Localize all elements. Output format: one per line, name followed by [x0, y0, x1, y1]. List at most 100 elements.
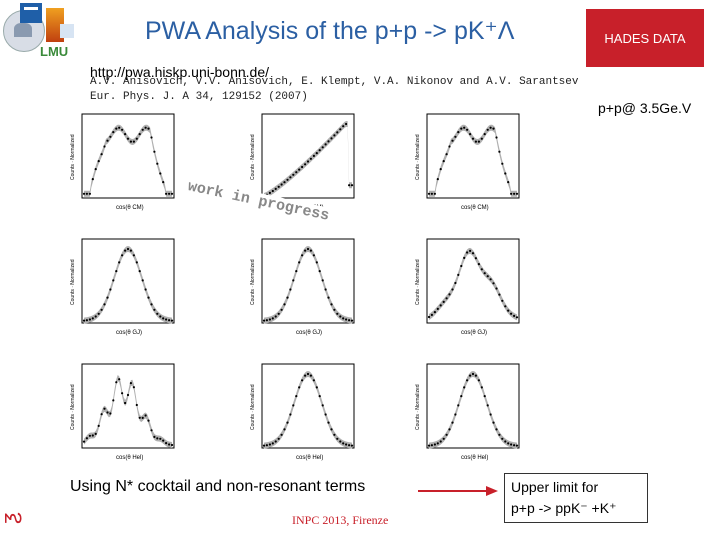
data-point [483, 395, 486, 398]
data-point [515, 444, 519, 447]
data-point [477, 379, 480, 382]
data-point [348, 444, 351, 447]
data-point [135, 137, 138, 140]
data-point [318, 149, 321, 152]
data-point [153, 150, 156, 153]
data-point [295, 270, 298, 273]
data-point [333, 308, 336, 311]
data-point [448, 428, 451, 431]
data-point [277, 312, 280, 315]
data-point [501, 437, 504, 440]
y-axis-label: Counts · Normalized [70, 259, 76, 305]
data-point [321, 279, 324, 282]
x-axis-label: cos(θ Hel) [296, 455, 323, 461]
data-point [480, 386, 483, 389]
data-point [262, 444, 266, 447]
plot-frame [426, 238, 520, 324]
data-point [330, 137, 333, 140]
data-point [170, 192, 174, 195]
data-point [489, 278, 492, 281]
data-point [165, 192, 168, 195]
distribution-panel: Counts · Normalized cos(θ Hel) [405, 360, 523, 470]
data-point [286, 421, 289, 424]
data-point [342, 442, 345, 445]
x-axis-label: cos(θ Hel) [461, 455, 488, 461]
data-point [436, 178, 439, 181]
data-point [442, 437, 445, 440]
data-point [295, 395, 298, 398]
data-point [115, 127, 118, 130]
data-point [106, 411, 109, 414]
reference-authors: A.V. Anisovich, V.V. Anisovich, E. Klemp… [90, 76, 579, 88]
data-point [339, 440, 342, 443]
data-point [274, 440, 277, 443]
fit-band [264, 121, 352, 199]
data-point [289, 288, 292, 291]
upper-limit-line2: p+p -> ppK⁻ +K⁺ [511, 500, 617, 516]
data-point [100, 308, 103, 311]
data-point [486, 404, 489, 407]
distribution-panel: Counts · Normalized cos(θ GJ) [60, 235, 178, 345]
plot-frame [261, 113, 355, 199]
data-point [433, 311, 436, 314]
data-point [85, 192, 88, 195]
data-point [483, 133, 486, 136]
data-point [504, 172, 507, 175]
data-point [103, 303, 106, 306]
y-axis-label: Counts · Normalized [415, 259, 421, 305]
data-point [460, 127, 463, 130]
data-point [466, 128, 469, 131]
data-point [469, 133, 472, 136]
data-point [457, 273, 460, 276]
data-point [91, 434, 94, 437]
data-point [168, 192, 171, 195]
data-point [147, 127, 150, 130]
distribution-panel: Counts · Normalized cos(θ GJ) [405, 235, 523, 345]
data-point [168, 443, 171, 446]
data-point [442, 300, 445, 303]
data-point [138, 416, 141, 419]
data-point [286, 296, 289, 299]
data-point [350, 184, 354, 187]
data-point [477, 263, 480, 266]
data-point [480, 137, 483, 140]
data-point [486, 275, 489, 278]
data-point [121, 128, 124, 131]
data-point [144, 288, 147, 291]
data-point [460, 264, 463, 268]
data-point [132, 386, 135, 389]
data-point [109, 135, 112, 138]
data-point [451, 288, 454, 291]
data-point [129, 140, 132, 143]
data-point [126, 247, 130, 251]
data-point [298, 168, 301, 171]
data-point [129, 249, 132, 252]
data-point [318, 270, 321, 273]
data-point [115, 381, 118, 384]
institution-logos: LMU [0, 0, 80, 66]
data-point [304, 163, 307, 166]
reference-url[interactable]: http://pwa.hiskp.uni-bonn.de/ [90, 64, 270, 80]
data-point [162, 317, 165, 320]
data-point [330, 303, 333, 306]
data-point [141, 128, 144, 131]
data-point [153, 435, 156, 438]
data-point [82, 319, 86, 322]
data-point [144, 414, 147, 417]
plot-frame [426, 113, 520, 199]
fit-band [429, 124, 517, 197]
data-point [168, 319, 171, 322]
data-point [333, 433, 336, 436]
data-point [135, 403, 138, 407]
data-point [430, 192, 433, 195]
data-point [483, 272, 486, 275]
data-point [135, 261, 138, 264]
data-point [295, 171, 298, 174]
data-point [268, 443, 271, 446]
data-point [156, 437, 159, 440]
data-point [118, 378, 121, 381]
y-axis-label: Counts · Normalized [250, 259, 256, 305]
data-point [345, 318, 348, 321]
data-point [118, 126, 121, 129]
data-point [327, 421, 330, 424]
